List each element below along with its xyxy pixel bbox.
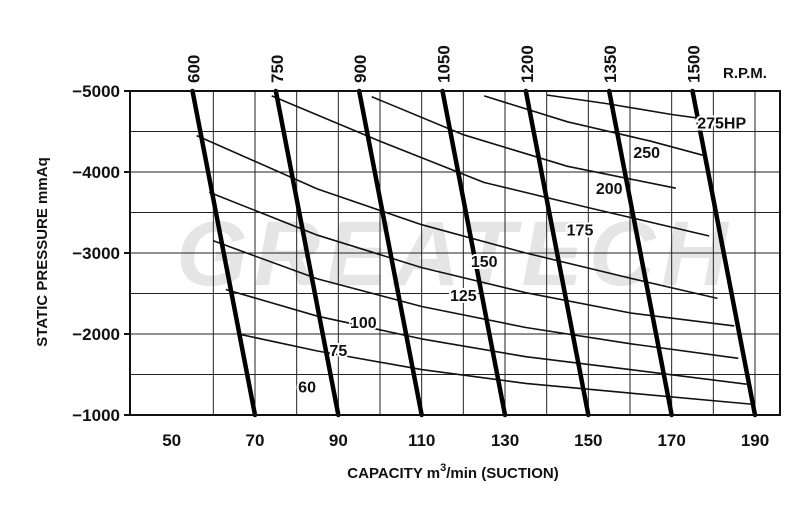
rpm-label-900: 900	[351, 55, 370, 83]
rpm-label-1350: 1350	[601, 45, 620, 83]
grid	[130, 91, 780, 415]
x-tick-label: 130	[491, 431, 519, 450]
y-axis-ticks: −5000 −4000 −3000 −2000 −1000	[72, 82, 130, 425]
rpm-line-1350	[606, 88, 674, 418]
rpm-axis-label: R.P.M.	[723, 65, 767, 82]
rpm-line-1050	[440, 88, 508, 418]
rpm-line-1200	[523, 88, 591, 418]
hp-curve-250	[483, 95, 706, 157]
x-tick-label: 90	[329, 431, 348, 450]
x-axis-ticks: 50 70 90 110 130 150 170 190	[162, 431, 769, 450]
rpm-lines	[190, 88, 758, 418]
x-axis-title: CAPACITY m3/min (SUCTION)	[347, 462, 558, 482]
x-tick-label: 150	[574, 431, 602, 450]
y-tick-label: −2000	[72, 325, 120, 344]
hp-curve-60	[238, 333, 756, 406]
hp-curve-175	[271, 95, 710, 237]
rpm-label-750: 750	[268, 55, 287, 83]
y-tick-label: −5000	[72, 82, 120, 101]
rpm-line-750	[273, 88, 341, 418]
x-tick-label: 170	[657, 431, 685, 450]
rpm-line-900	[356, 88, 424, 418]
y-tick-label: −1000	[72, 406, 120, 425]
hp-curve-75	[225, 288, 747, 385]
hp-label-275hp: 275HP	[697, 116, 746, 133]
hp-label-150: 150	[471, 254, 498, 271]
rpm-label-1500: 1500	[685, 45, 704, 83]
y-axis-title: STATIC PRESSURE mmAq	[34, 157, 51, 346]
x-tick-label: 70	[246, 431, 265, 450]
hp-label-75: 75	[329, 343, 347, 360]
x-axis-title-prefix: CAPACITY m	[347, 465, 440, 482]
hp-curve-125	[208, 191, 735, 327]
hp-label-200: 200	[596, 181, 623, 198]
hp-curve-275hp	[546, 94, 714, 121]
hp-label-175: 175	[567, 223, 594, 240]
hp-curve-200	[371, 95, 676, 189]
hp-label-250: 250	[633, 145, 660, 162]
x-axis-title-suffix: /min (SUCTION)	[446, 465, 559, 482]
rpm-labels: 600 750 900 1050 1200 1350 1500	[185, 45, 704, 83]
rpm-line-600	[190, 88, 258, 418]
y-tick-label: −3000	[72, 244, 120, 263]
hp-label-100: 100	[350, 315, 377, 332]
y-tick-label: −4000	[72, 163, 120, 182]
rpm-label-1200: 1200	[518, 45, 537, 83]
hp-label-125: 125	[450, 288, 477, 305]
x-tick-label: 50	[162, 431, 181, 450]
x-axis-title-superscript: 3	[440, 462, 446, 474]
rpm-label-600: 600	[185, 55, 204, 83]
hp-label-60: 60	[298, 380, 316, 397]
x-tick-label: 190	[741, 431, 769, 450]
rpm-line-1500	[690, 88, 758, 418]
hp-curve-100	[213, 240, 739, 360]
x-tick-label: 110	[408, 431, 435, 450]
rpm-label-1050: 1050	[435, 45, 454, 83]
